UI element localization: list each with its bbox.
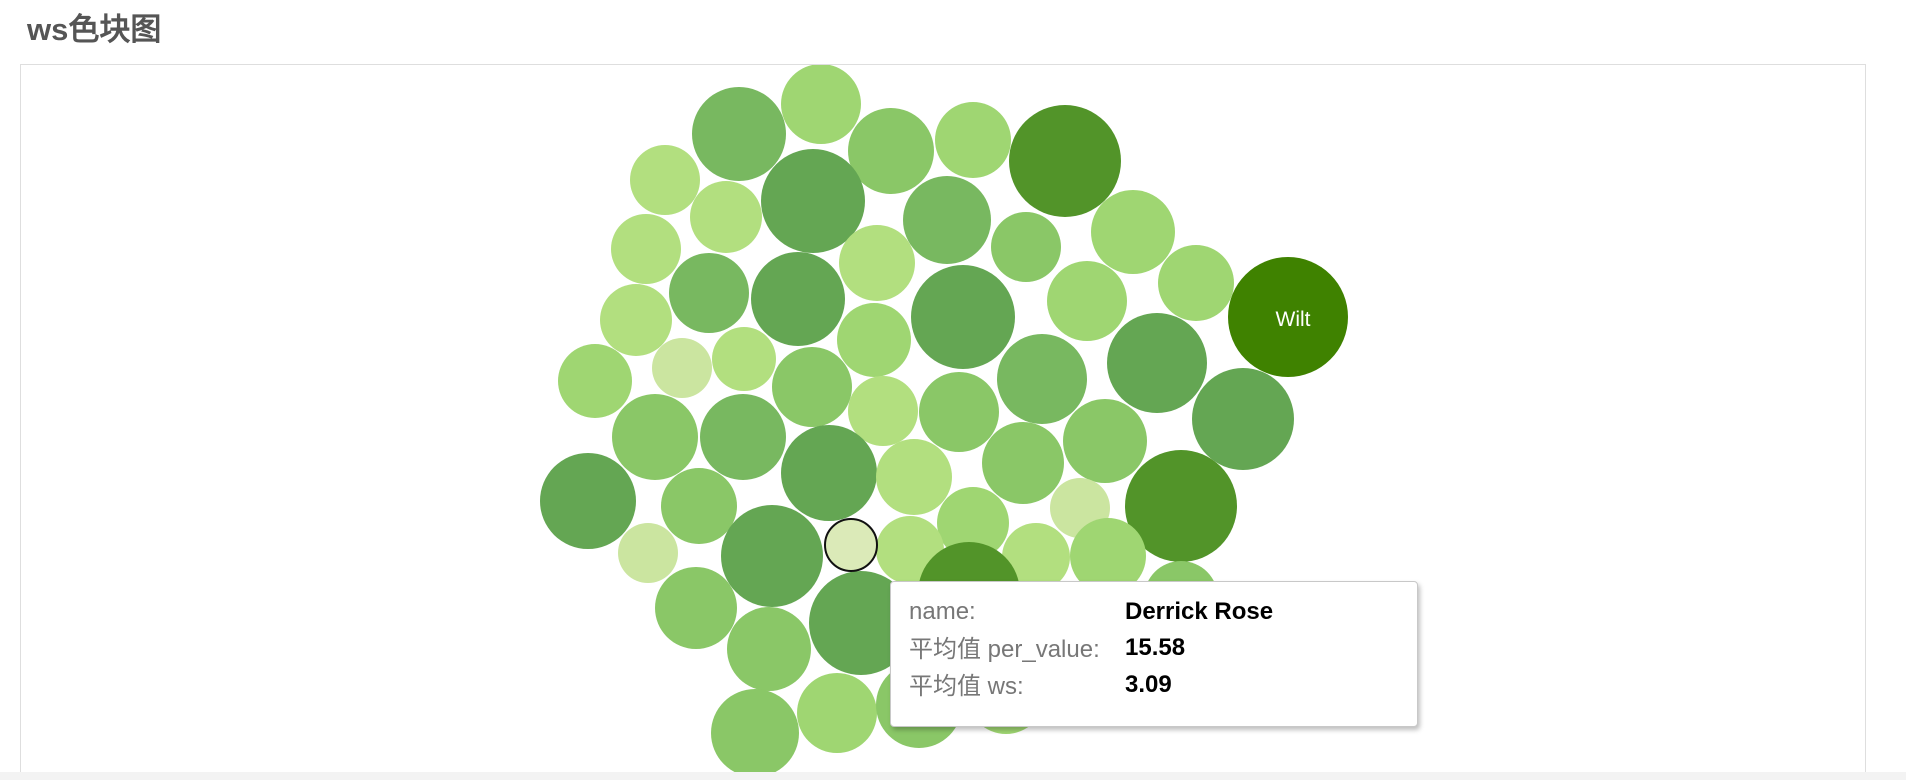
bubble[interactable] bbox=[1228, 257, 1348, 377]
bubble[interactable] bbox=[781, 65, 861, 144]
bubble[interactable] bbox=[661, 468, 737, 544]
bubble[interactable] bbox=[652, 338, 712, 398]
bubble[interactable] bbox=[911, 265, 1015, 369]
bubble[interactable] bbox=[1192, 368, 1294, 470]
tooltip-key: name: bbox=[909, 598, 976, 625]
bubble[interactable] bbox=[1063, 399, 1147, 483]
bubble[interactable] bbox=[618, 523, 678, 583]
bubble[interactable] bbox=[982, 422, 1064, 504]
bubble[interactable] bbox=[600, 284, 672, 356]
bubble[interactable] bbox=[1009, 105, 1121, 217]
tooltip-value: 3.09 bbox=[1125, 671, 1172, 698]
bubble[interactable] bbox=[991, 212, 1061, 282]
bubble[interactable] bbox=[700, 394, 786, 480]
page-title: ws色块图 bbox=[27, 12, 162, 47]
bubble[interactable] bbox=[751, 252, 845, 346]
bubble[interactable] bbox=[1158, 245, 1234, 321]
tooltip-key: 平均值 ws: bbox=[909, 673, 1024, 700]
bubble[interactable] bbox=[558, 344, 632, 418]
bubble[interactable] bbox=[630, 145, 700, 215]
bubble[interactable] bbox=[1070, 518, 1146, 594]
bubble[interactable] bbox=[711, 689, 799, 777]
bubble[interactable] bbox=[837, 303, 911, 377]
bubble[interactable] bbox=[1125, 450, 1237, 562]
bubble[interactable] bbox=[781, 425, 877, 521]
bubble[interactable] bbox=[848, 376, 918, 446]
bubble[interactable] bbox=[611, 214, 681, 284]
bubble[interactable] bbox=[772, 347, 852, 427]
bubble[interactable] bbox=[919, 372, 999, 452]
bottom-divider bbox=[0, 772, 1906, 780]
tooltip-value: 15.58 bbox=[1125, 634, 1186, 661]
bubble[interactable] bbox=[1047, 261, 1127, 341]
tooltip: name: Derrick Rose 平均值 per_value: 15.58 … bbox=[890, 581, 1418, 727]
bubble-hovered[interactable] bbox=[824, 518, 878, 572]
bubble[interactable] bbox=[727, 607, 811, 691]
bubble[interactable] bbox=[690, 181, 762, 253]
bubble[interactable] bbox=[692, 87, 786, 181]
bubble[interactable] bbox=[655, 567, 737, 649]
bubble-label-wilt: Wilt bbox=[1276, 308, 1311, 331]
bubble[interactable] bbox=[876, 439, 952, 515]
bubble[interactable] bbox=[935, 102, 1011, 178]
bubble[interactable] bbox=[937, 487, 1009, 559]
bubble[interactable] bbox=[612, 394, 698, 480]
bubble[interactable] bbox=[712, 327, 776, 391]
bubble[interactable] bbox=[1091, 190, 1175, 274]
bubble[interactable] bbox=[797, 673, 877, 753]
bubble[interactable] bbox=[903, 176, 991, 264]
bubble[interactable] bbox=[839, 225, 915, 301]
bubble[interactable] bbox=[540, 453, 636, 549]
bubble[interactable] bbox=[1107, 313, 1207, 413]
bubble[interactable] bbox=[997, 334, 1087, 424]
bubble[interactable] bbox=[761, 149, 865, 253]
bubble[interactable] bbox=[809, 571, 913, 675]
bubble[interactable] bbox=[1002, 523, 1070, 591]
bubble[interactable] bbox=[721, 505, 823, 607]
bubble[interactable] bbox=[669, 253, 749, 333]
tooltip-value: Derrick Rose bbox=[1125, 598, 1274, 625]
bubble[interactable] bbox=[848, 108, 934, 194]
tooltip-key: 平均值 per_value: bbox=[909, 636, 1100, 663]
